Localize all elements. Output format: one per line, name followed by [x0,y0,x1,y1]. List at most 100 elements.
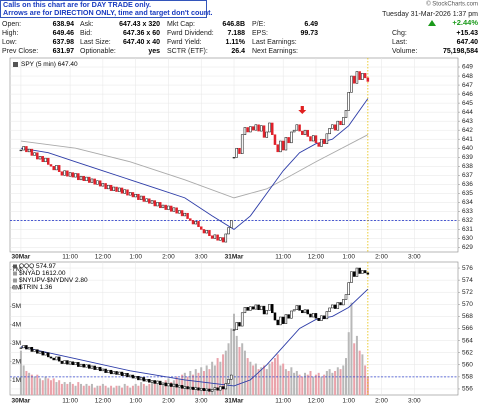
x-tick-label: 11:00 [62,254,78,261]
candle [46,352,50,358]
quote-label: P/E: [252,21,265,28]
candle [134,194,137,198]
volume-bar [246,358,249,395]
candle [361,73,364,80]
volume-bar [107,387,110,395]
candle [273,312,277,321]
candle [148,198,151,204]
candle [358,267,361,274]
candle [139,377,143,381]
candle [322,315,326,320]
y-tick-label: 632 [462,217,473,224]
x-tick-label: 2:00 [375,398,388,405]
candle [172,383,176,387]
candle [347,92,350,111]
volume-bar [222,354,225,395]
volume-bar [241,343,244,395]
candle [112,186,116,191]
candle [268,304,271,311]
volume-bar [361,354,364,395]
quote-value: 631.97 [53,48,75,55]
x-tick-label: 30Mar [12,398,31,405]
candle [331,304,334,309]
y-tick-label: 642 [462,127,473,134]
x-tick-label: 1:00 [129,398,142,405]
candle [167,383,170,387]
candle [224,383,228,390]
candle [167,205,170,210]
quote-label: Last Size: [80,39,111,46]
candle [112,371,116,375]
x-tick-label: 12:00 [95,254,112,261]
candle [107,184,110,190]
y-tick-label: 572 [462,289,473,296]
candle [298,124,301,132]
candle [30,346,34,352]
y-tick-label: 629 [462,244,473,251]
candle [221,386,225,390]
volume-bar [197,372,200,395]
legend-entry: QQQ 574.97 [19,263,56,270]
volume-bar [22,365,25,395]
candle [96,180,99,185]
candle [301,130,304,135]
candle [216,234,219,241]
quote-value: 1.11% [226,39,246,46]
x-tick-label: 1:00 [342,398,355,405]
x-tick-label: 11:00 [275,398,291,405]
credit: © StockCharts.com [426,1,478,8]
y-tick-label: 634 [462,199,473,206]
legend-swatch [13,285,17,290]
x-tick-label: 3:00 [408,398,421,405]
candle [189,386,192,390]
candle [208,388,211,392]
volume-bar [353,343,356,395]
candle [339,120,342,126]
y-tick-label: 556 [462,386,473,393]
candle [60,360,64,364]
candle [227,227,230,235]
candle [262,305,266,315]
x-tick-label: 30Mar [12,254,31,261]
candle [295,124,299,131]
candle [205,388,208,392]
candle [175,207,178,214]
y-tick-label: 566 [462,325,473,332]
volume-bar [118,385,121,395]
candle [347,282,350,295]
candle [243,307,247,314]
candle [290,310,293,319]
volume-bar [323,374,326,395]
candle [331,124,334,129]
candle [52,357,55,361]
y-tick-label: 576 [462,265,473,272]
candle [74,173,77,178]
candle [230,374,233,380]
x-tick-label: 3:00 [195,254,208,261]
volume-bar [317,372,320,395]
candle [66,170,69,177]
candle [128,374,132,378]
volume-bar [287,370,290,395]
candle [25,146,28,153]
volume-bar [52,378,55,395]
candle [164,204,167,210]
candle [44,157,47,163]
candle [260,125,263,132]
volume-bar [172,380,175,395]
candle [273,134,277,145]
candle [303,129,307,135]
y-tick-label: 562 [462,349,473,356]
candle [150,380,154,383]
volume-bar [183,372,186,395]
candle [153,200,157,207]
candle [366,77,370,82]
candle [287,137,290,144]
volume-bar [99,385,102,395]
candle [158,202,162,209]
quote-label: Last: [392,39,407,46]
quote-value: 646.8B [222,21,245,28]
x-tick-label: 11:00 [62,398,78,405]
candle [101,183,105,187]
candle [142,195,146,202]
